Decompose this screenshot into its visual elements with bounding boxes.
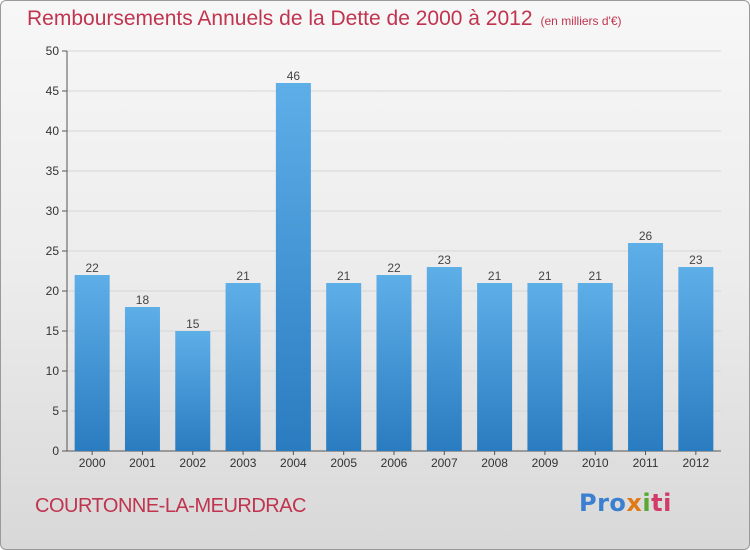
data-label: 23 [438, 253, 452, 267]
chart-title: Remboursements Annuels de la Dette de 20… [27, 7, 622, 31]
x-tick-label: 2006 [381, 456, 408, 470]
y-tick-label: 20 [46, 284, 60, 298]
x-tick-label: 2005 [330, 456, 357, 470]
data-label: 22 [387, 261, 401, 275]
bar [124, 307, 160, 451]
y-tick-label: 30 [46, 204, 60, 218]
x-tick-label: 2010 [582, 456, 609, 470]
bar [376, 275, 412, 451]
x-tick-label: 2004 [280, 456, 307, 470]
chart-title-text: Remboursements Annuels de la Dette de 20… [27, 7, 533, 30]
bar [275, 83, 311, 451]
labels: 2000 22 2001 18 2002 15 2003 21 2004 46 2005 21 2006… [79, 69, 710, 470]
y-tick-label: 15 [46, 324, 60, 338]
y-tick-label: 5 [52, 404, 59, 418]
bar [175, 331, 211, 451]
bar [225, 283, 261, 451]
data-label: 18 [136, 293, 150, 307]
x-tick-label: 2011 [633, 456, 659, 470]
x-tick-label: 2001 [129, 456, 156, 470]
commune-name: COURTONNE-LA-MEURDRAC [35, 495, 307, 517]
bar [577, 283, 613, 451]
data-label: 26 [639, 229, 653, 243]
y-tick-label: 50 [46, 44, 60, 58]
x-tick-label: 2000 [79, 456, 106, 470]
data-label: 46 [287, 69, 301, 83]
data-label: 21 [538, 269, 552, 283]
x-tick-label: 2009 [532, 456, 559, 470]
data-label: 21 [488, 269, 502, 283]
y-tick-label: 25 [46, 244, 60, 258]
bar [426, 267, 462, 451]
x-tick-label: 2007 [431, 456, 458, 470]
data-label: 23 [689, 253, 703, 267]
bar [74, 275, 110, 451]
y-tick-label: 0 [52, 444, 59, 458]
bar [477, 283, 513, 451]
y-tick-label: 10 [46, 364, 60, 378]
bar [628, 243, 664, 451]
bar [678, 267, 714, 451]
chart-subtitle: (en milliers d'€) [540, 14, 622, 28]
data-label: 21 [236, 269, 250, 283]
bar [326, 283, 362, 451]
proxiti-logo: Proxiti [579, 489, 672, 517]
data-label: 21 [589, 269, 603, 283]
y-tick-label: 45 [46, 84, 60, 98]
y-tick-label: 35 [46, 164, 60, 178]
x-tick-label: 2003 [230, 456, 257, 470]
y-tick-label: 40 [46, 124, 60, 138]
bars [74, 83, 714, 451]
x-tick-label: 2002 [179, 456, 206, 470]
data-label: 22 [85, 261, 99, 275]
x-tick-label: 2012 [682, 456, 709, 470]
bar [527, 283, 563, 451]
data-label: 21 [337, 269, 351, 283]
x-tick-label: 2008 [481, 456, 508, 470]
data-label: 15 [186, 317, 200, 331]
